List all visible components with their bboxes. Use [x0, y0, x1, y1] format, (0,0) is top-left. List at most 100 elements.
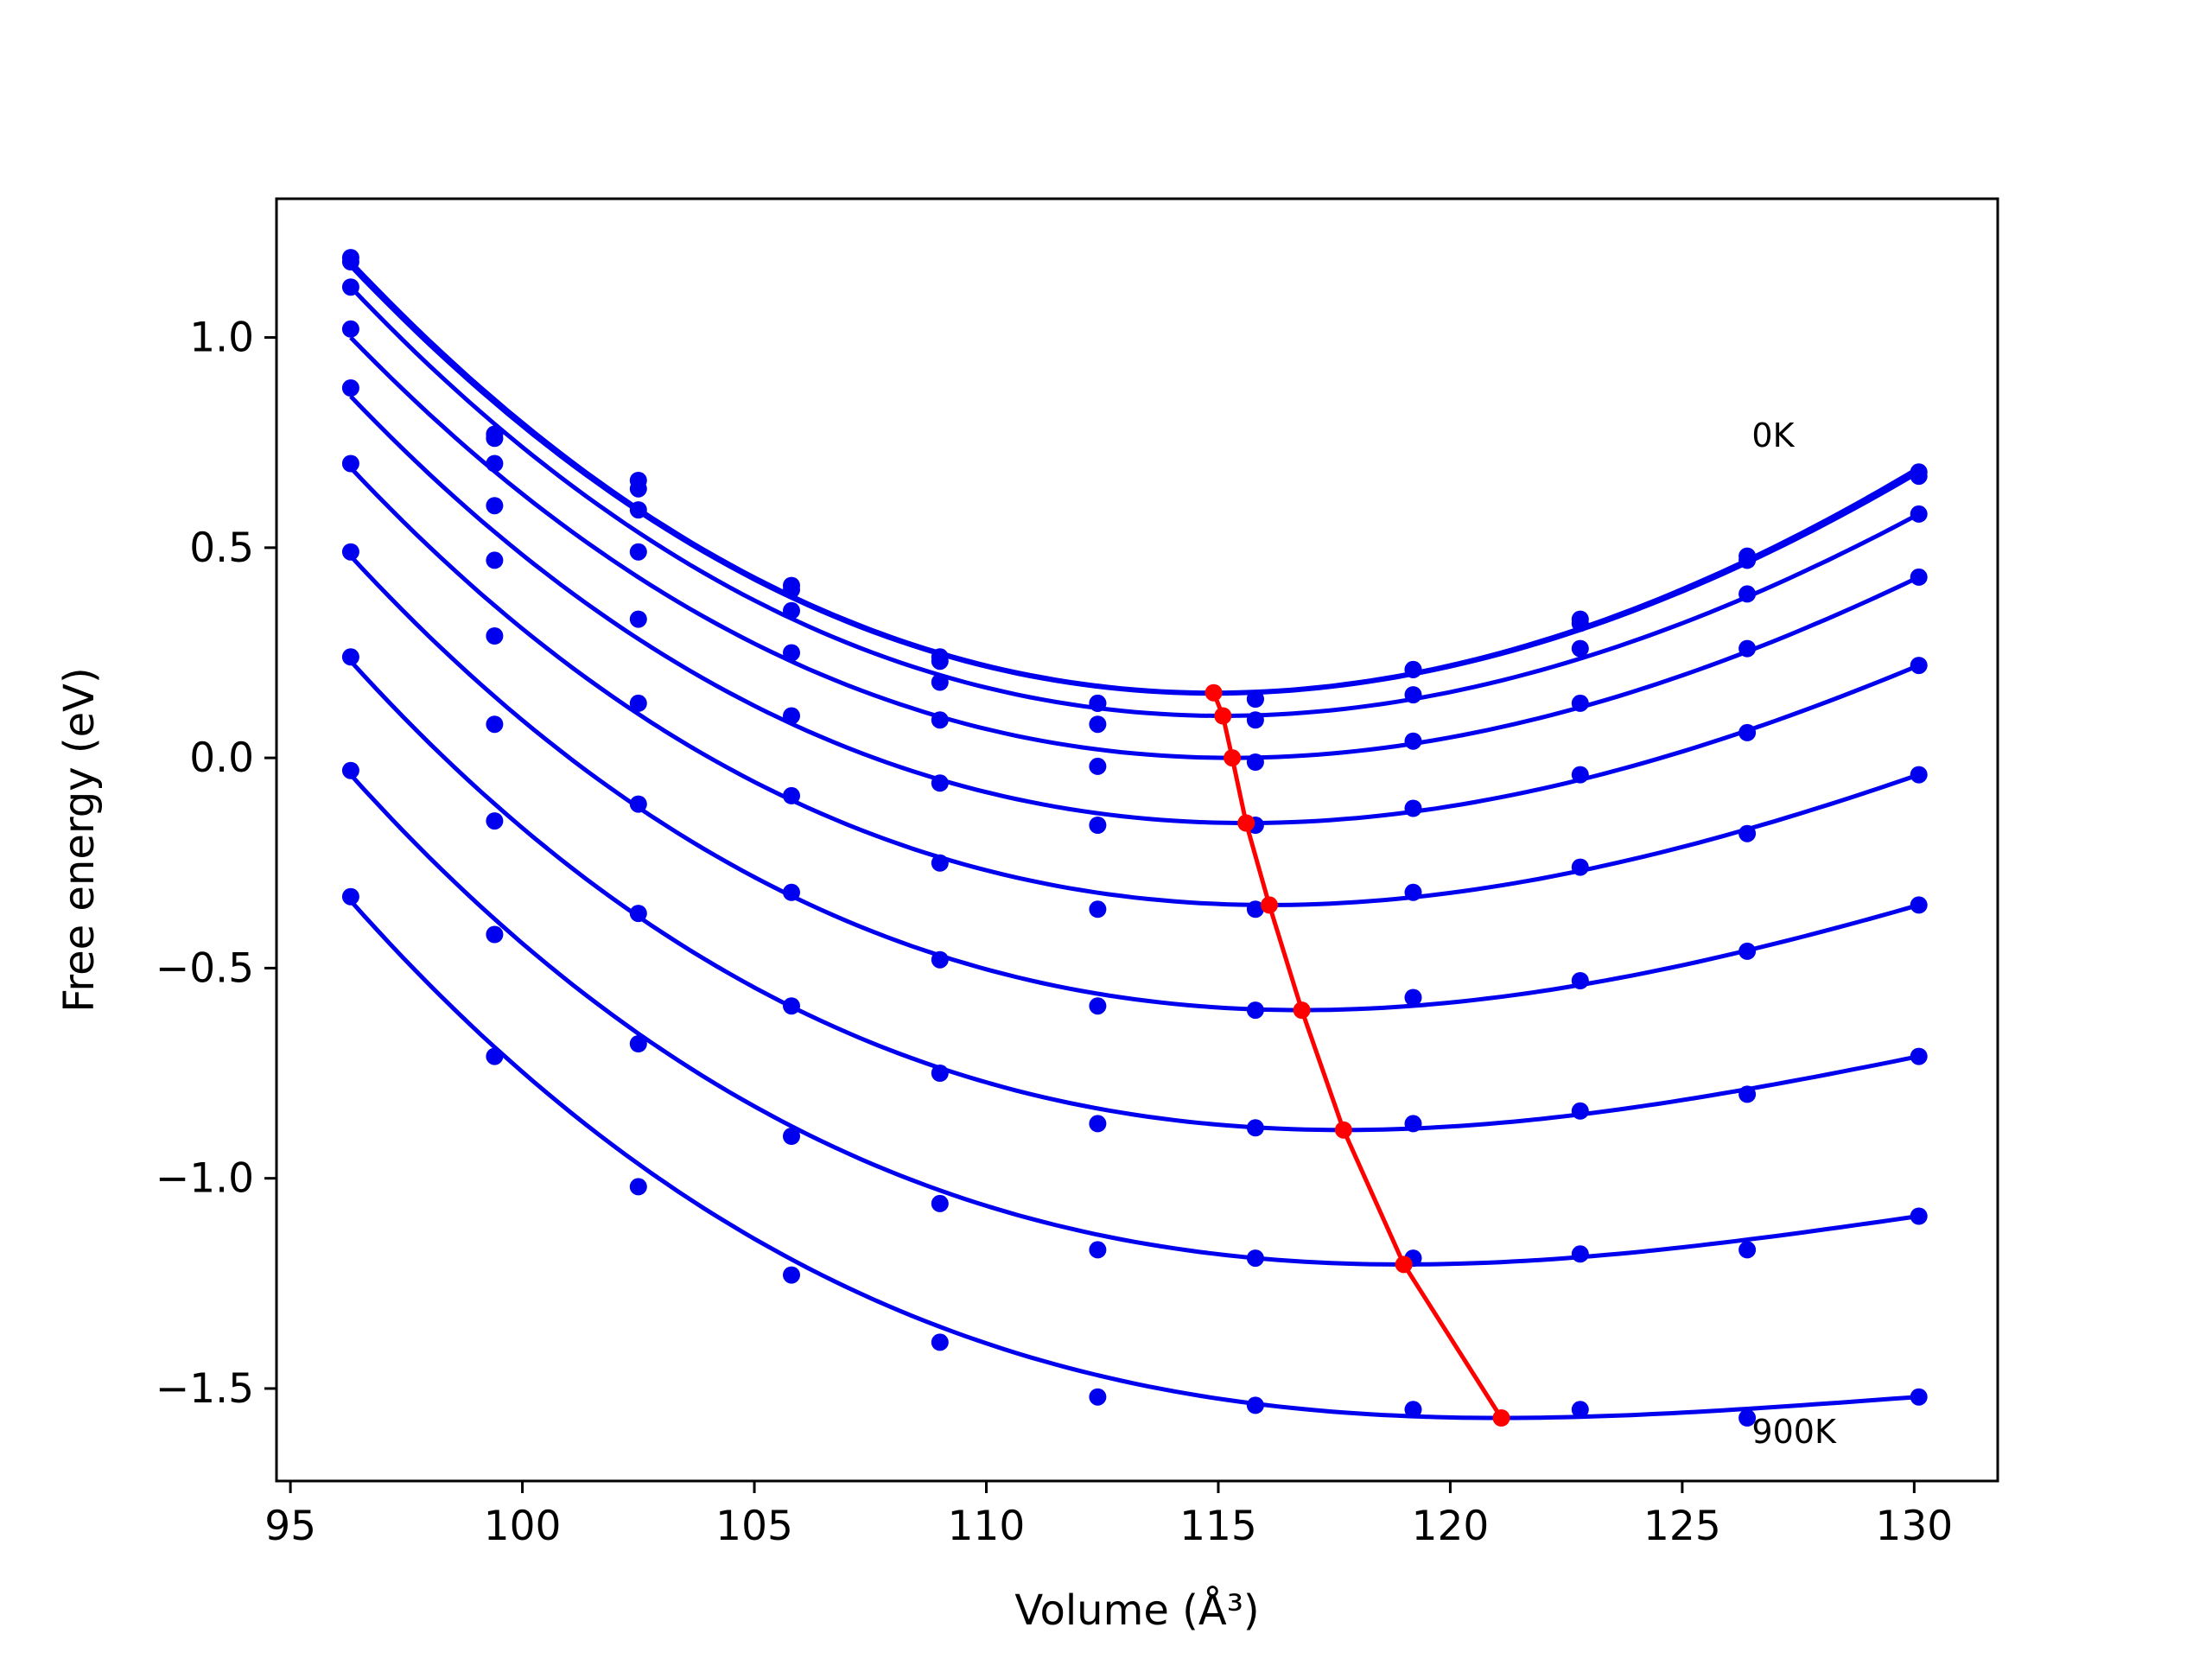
x-tick-label: 95 [264, 1503, 316, 1550]
isotherm-9-point-4 [783, 1128, 800, 1145]
isotherm-10-point-11 [1910, 1388, 1928, 1406]
isotherm-5-point-3 [629, 610, 647, 628]
x-axis-ticks: 95 100 105 110 115 120 125 130 [264, 1481, 1953, 1550]
isotherm-4-point-8 [1404, 732, 1422, 750]
isotherm-5-point-2 [486, 551, 504, 569]
isotherm-10-point-8 [1404, 1401, 1422, 1419]
isotherm-2-point-11 [1910, 467, 1928, 486]
x-tick-label: 130 [1875, 1503, 1953, 1550]
x-tick-label: 120 [1412, 1503, 1490, 1550]
isotherm-9-point-5 [931, 1194, 949, 1212]
annotation-900K: 900K [1751, 1413, 1837, 1451]
isotherm-3-point-10 [1738, 585, 1757, 603]
isotherm-9-point-3 [629, 1035, 647, 1052]
isotherm-9-point-10 [1738, 1241, 1757, 1259]
isotherm-2-point-1 [341, 253, 359, 270]
y-tick-label: 1.0 [189, 315, 254, 362]
isotherm-7-point-11 [1910, 896, 1928, 914]
isotherm-6-point-4 [783, 786, 800, 804]
isotherm-5-point-9 [1571, 766, 1589, 784]
isotherm-7-point-2 [486, 715, 504, 734]
isotherm-10-point-2 [486, 1047, 504, 1065]
isotherm-9-point-9 [1571, 1245, 1589, 1263]
y-axis-ticks: 1.0 0.5 0.0 −0.5 −1.0 −1.5 [156, 315, 276, 1413]
isotherm-4-point-7 [1246, 753, 1264, 771]
y-tick-label: −0.5 [156, 944, 254, 992]
isotherm-7-point-7 [1246, 1001, 1264, 1020]
isotherm-3-point-3 [629, 501, 647, 519]
annotations: 0K 900K [1751, 416, 1837, 1451]
isotherm-9-point-6 [1089, 1241, 1107, 1259]
minimum-point-4 [1237, 814, 1255, 832]
y-tick-label: −1.0 [156, 1155, 254, 1203]
isotherm-8-point-3 [629, 905, 647, 923]
isotherm-6-point-6 [1089, 900, 1107, 918]
isotherm-3-point-8 [1404, 686, 1422, 704]
minimum-point-3 [1224, 749, 1242, 767]
minimum-point-1 [1205, 683, 1223, 702]
isotherm-6-point-2 [486, 627, 504, 645]
minimum-point-8 [1395, 1255, 1413, 1274]
x-axis-label: Volume (Å³) [1014, 1586, 1259, 1635]
isotherm-3-point-7 [1246, 711, 1264, 729]
isotherm-7-point-9 [1571, 972, 1589, 989]
y-axis-label: Free energy (eV) [55, 667, 104, 1012]
isotherm-7-point-8 [1404, 988, 1422, 1007]
isotherm-2-point-3 [629, 480, 647, 498]
isotherm-10-point-5 [931, 1333, 949, 1351]
isotherm-5-point-4 [783, 707, 800, 725]
isotherm-7-point-3 [629, 795, 647, 813]
isotherm-8-point-2 [486, 812, 504, 830]
isotherm-3-point-1 [341, 278, 359, 296]
x-tick-label: 110 [948, 1503, 1026, 1550]
isotherm-10-point-7 [1246, 1396, 1264, 1414]
isotherm-5-point-6 [1089, 817, 1107, 834]
isotherm-fit-curve-2 [349, 264, 1920, 696]
isotherm-8-point-1 [341, 648, 359, 666]
isotherm-fit-curve-8 [349, 659, 1920, 1133]
isotherm-4-point-6 [1089, 757, 1107, 775]
y-tick-label: 0.5 [189, 524, 254, 572]
isotherm-6-point-7 [1246, 900, 1264, 918]
isotherm-7-point-5 [931, 950, 949, 969]
isotherm-6-point-5 [931, 854, 949, 872]
isotherm-8-point-9 [1571, 1102, 1589, 1120]
minimum-point-9 [1492, 1409, 1510, 1427]
isotherm-3-point-11 [1910, 505, 1928, 523]
isotherm-2-point-9 [1571, 614, 1589, 632]
isotherm-fit-curve-3 [349, 285, 1920, 719]
minimum-point-5 [1261, 896, 1278, 914]
isotherm-fit-curve-7 [349, 554, 1920, 1013]
isotherm-4-point-4 [783, 644, 800, 662]
isotherm-6-point-11 [1910, 766, 1928, 784]
isotherm-6-point-9 [1571, 858, 1589, 876]
isotherm-3-point-4 [783, 601, 800, 620]
isotherm-4-point-9 [1571, 694, 1589, 712]
plot-frame [275, 197, 1999, 1483]
isotherm-4-point-2 [486, 497, 504, 515]
isotherm-5-point-10 [1738, 723, 1757, 741]
isotherm-fit-curve-10 [349, 899, 1919, 1421]
isotherm-7-point-1 [341, 543, 359, 561]
isotherm-2-point-4 [783, 581, 800, 599]
isotherm-4-point-3 [629, 543, 647, 561]
y-tick-label: 0.0 [189, 734, 254, 782]
isotherm-fit-curve-4 [349, 335, 1920, 760]
isotherm-2-point-10 [1738, 551, 1757, 569]
isotherm-10-point-3 [629, 1178, 647, 1196]
isotherm-3-point-6 [1089, 715, 1107, 734]
isotherm-9-point-7 [1246, 1249, 1264, 1268]
isotherm-5-point-1 [341, 379, 359, 397]
isotherm-4-point-5 [931, 711, 949, 729]
isotherm-10-point-1 [341, 887, 359, 906]
isotherm-4-point-11 [1910, 568, 1928, 586]
isotherm-6-point-8 [1404, 883, 1422, 901]
isotherm-8-point-4 [783, 997, 800, 1015]
isotherm-5-point-8 [1404, 799, 1422, 817]
isotherm-5-point-5 [931, 774, 949, 792]
isotherm-fit-curve-9 [349, 772, 1920, 1267]
isotherm-6-point-1 [341, 454, 359, 473]
isotherm-2-point-8 [1404, 660, 1422, 678]
isotherm-10-point-4 [783, 1266, 800, 1284]
